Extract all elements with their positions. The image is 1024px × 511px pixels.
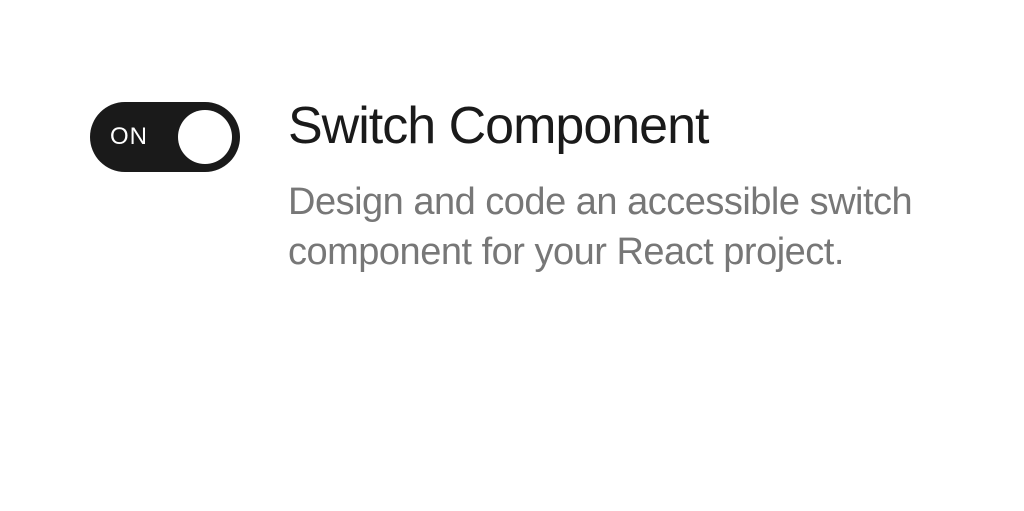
switch-toggle[interactable]: ON xyxy=(90,102,240,172)
component-description: Design and code an accessible switch com… xyxy=(288,177,928,277)
switch-state-label: ON xyxy=(110,123,148,151)
content-block: Switch Component Design and code an acce… xyxy=(288,98,928,278)
component-showcase: ON Switch Component Design and code an a… xyxy=(90,98,928,278)
component-title: Switch Component xyxy=(288,98,928,155)
switch-thumb xyxy=(178,110,232,164)
